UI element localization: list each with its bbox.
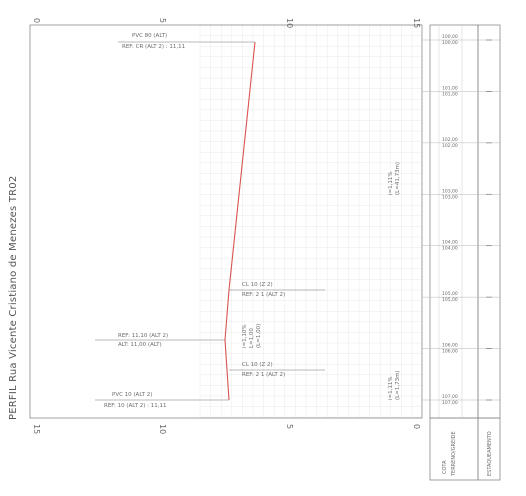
svg-text:i=1,11%: i=1,11%: [388, 171, 394, 195]
station-value: 107,00: [442, 400, 458, 406]
profile-grid: [199, 24, 422, 418]
slope-label-middle: i=1,10% L=1,00 (L=1,00): [242, 324, 262, 348]
svg-text:i=1,11%: i=1,11%: [388, 376, 394, 400]
vertex-annotation: REF: 2 1 (ALT 2): [242, 292, 285, 298]
vertex-annotation: PVC 10 (ALT 2): [112, 392, 152, 398]
plot-frame: [29, 24, 423, 419]
station-value: 103,00: [442, 194, 458, 200]
axis-bottom-tick: 0: [412, 424, 421, 429]
station-value: 101,00: [442, 85, 458, 91]
station-value: 100,00: [442, 34, 458, 40]
vertex-annotation: REF: 10 (ALT 2) : 11,11: [104, 403, 166, 409]
station-value: 104,00: [442, 246, 458, 252]
station-value: 100,00: [442, 40, 458, 46]
station-value: 105,00: [442, 297, 458, 303]
station-value: 101,00: [442, 91, 458, 97]
vertex-annotation: PVC 80 (ALT): [132, 33, 167, 39]
axis-top-tick: 10: [285, 18, 294, 28]
svg-text:L=1,00: L=1,00: [249, 328, 255, 348]
legend-table: COTA TERRENO/GREIDE ESTAQUEAMENTO: [429, 417, 501, 481]
svg-text:(L=1,00): (L=1,00): [256, 324, 262, 348]
svg-text:(L=1,73m): (L=1,73m): [395, 370, 401, 400]
legend-estaqueamento: ESTAQUEAMENTO: [487, 431, 493, 476]
station-value: 102,00: [442, 137, 458, 143]
vertex-annotation: REF: 2 1 (ALT 2): [242, 372, 285, 378]
axis-top-tick: 15: [412, 18, 421, 28]
vertex-annotation: CL 10 (Z 2): [242, 282, 273, 288]
station-value: 106,00: [442, 349, 458, 355]
axis-top-tick: 5: [158, 18, 167, 23]
slope-label-lower: i=1,11% (L=1,73m): [388, 370, 401, 400]
legend-cota: COTA: [442, 460, 448, 474]
vertex-annotation: REF: 11,10 (ALT 2): [118, 333, 168, 339]
svg-text:(L=41,73m): (L=41,73m): [395, 162, 401, 195]
vertex-annotation: REF: CR (ALT 2) : 11,11: [122, 44, 185, 50]
station-value: 104,00: [442, 240, 458, 246]
station-value: 102,00: [442, 143, 458, 149]
axis-bottom-tick: 15: [32, 424, 41, 434]
station-value: 103,00: [442, 188, 458, 194]
axis-top-tick: 0: [32, 18, 41, 23]
profile-line: [224, 41, 256, 401]
station-value: 106,00: [442, 343, 458, 349]
legend-terreno-greide: TERRENO/GREIDE: [451, 431, 457, 477]
vertex-annotation: CL 10 (Z 2): [242, 362, 273, 368]
axis-bottom-tick: 10: [158, 424, 167, 434]
svg-text:i=1,10%: i=1,10%: [242, 324, 248, 348]
station-value: 107,00: [442, 394, 458, 400]
station-value: 105,00: [442, 291, 458, 297]
axis-bottom-tick: 5: [285, 424, 294, 429]
drawing-title: PERFIL Rua Vicente Cristiano de Menezes …: [8, 176, 19, 420]
slope-label-upper: i=1,11% (L=41,73m): [388, 162, 401, 195]
vertex-annotation: ALT: 11,00 (ALT): [118, 342, 162, 348]
